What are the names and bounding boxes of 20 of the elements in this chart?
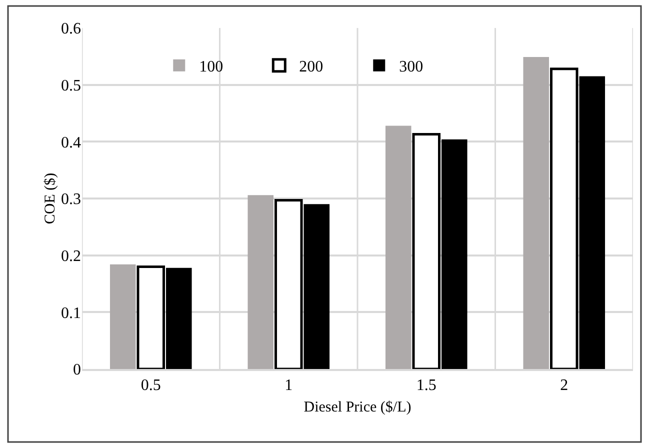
x-tick-label: 0.5	[140, 376, 161, 394]
y-axis-title: COE ($)	[42, 172, 58, 224]
y-tick-label: 0.1	[61, 304, 81, 322]
y-tick-label: 0	[73, 362, 81, 379]
x-tick-label: 2	[560, 376, 568, 394]
x-tick-label: 1	[284, 376, 293, 394]
bar	[385, 126, 412, 369]
x-axis-title: Diesel Price ($/L)	[304, 399, 412, 416]
y-tick-label: 0.5	[61, 77, 81, 94]
x-tick-label: 1.5	[416, 376, 436, 394]
y-tick-label: 0.4	[61, 134, 81, 152]
legend-label: 100	[199, 58, 224, 76]
y-tick-label: 0.2	[61, 248, 81, 265]
y-tick-label: 0.3	[61, 191, 81, 208]
bar	[110, 264, 136, 369]
legend-label: 300	[399, 58, 424, 76]
y-tick-label: 0.6	[61, 20, 81, 38]
bar	[248, 195, 274, 369]
bar	[523, 56, 549, 369]
legend-label: 200	[299, 58, 324, 76]
